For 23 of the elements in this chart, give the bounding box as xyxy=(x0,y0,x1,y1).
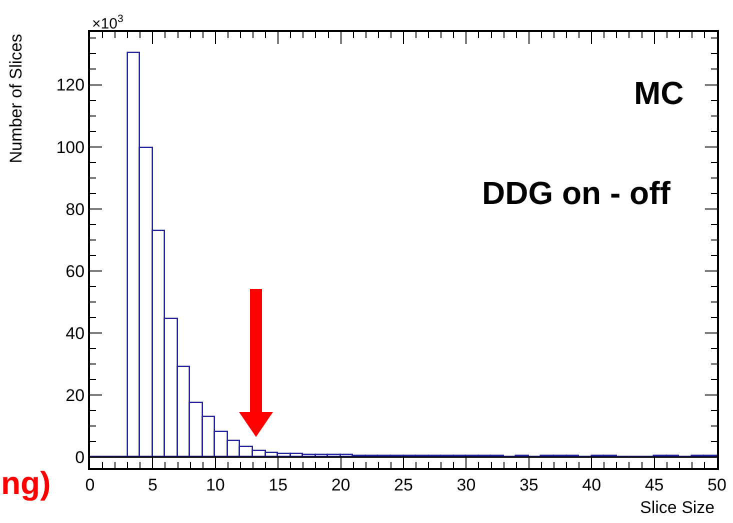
x-tick-label: 45 xyxy=(644,475,664,494)
x-tick-label: 20 xyxy=(331,475,350,494)
text: ng) xyxy=(1,465,51,501)
x-tick-label: 40 xyxy=(582,475,602,494)
x-tick-label: 10 xyxy=(206,475,225,494)
x-axis-title: Slice Size xyxy=(640,498,715,517)
y-tick-label: 100 xyxy=(56,138,85,157)
x-tick-label: 50 xyxy=(708,475,726,494)
annotation: DDG on - off xyxy=(482,175,671,211)
x-tick-label: 30 xyxy=(456,475,476,494)
x-tick-label: 35 xyxy=(519,475,538,494)
y-tick-label: 80 xyxy=(66,200,85,219)
x-tick-label: 15 xyxy=(268,475,288,494)
y-tick-label: 0 xyxy=(75,448,85,468)
x-tick-label: 5 xyxy=(148,475,158,494)
y-tick-label: 20 xyxy=(66,386,85,406)
annotation: MC xyxy=(634,75,684,111)
y-tick-label: 40 xyxy=(66,324,85,343)
x-tick-label: 25 xyxy=(394,475,413,494)
annotation: ×10$^{3}$ xyxy=(92,13,124,32)
y-tick-label: 60 xyxy=(66,262,85,281)
y-axis-title: Number of Slices xyxy=(6,34,26,164)
y-tick-label: 120 xyxy=(56,76,85,95)
